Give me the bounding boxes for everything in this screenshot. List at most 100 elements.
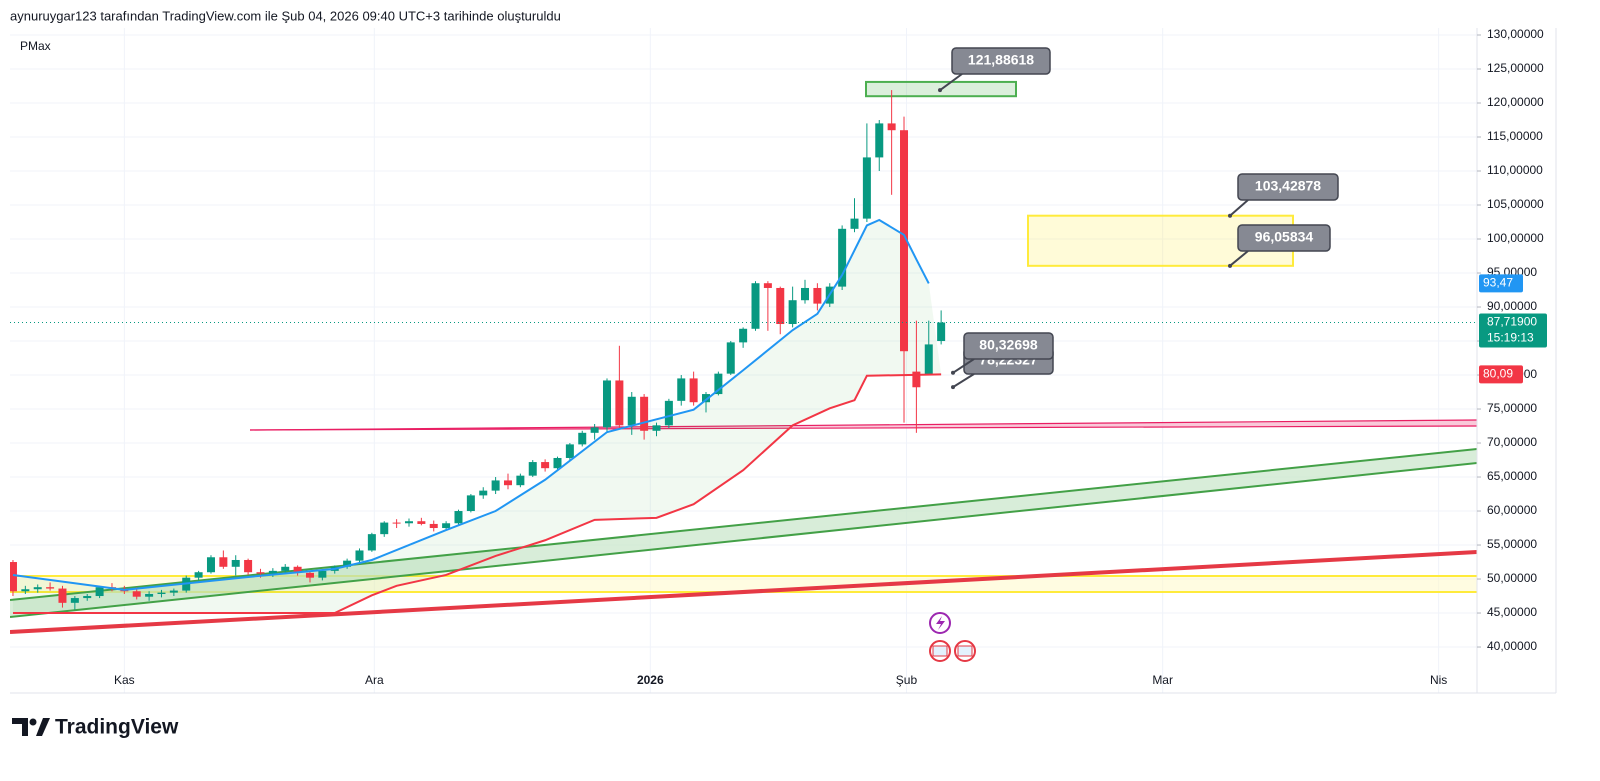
- candle-body: [244, 559, 253, 573]
- candle-body: [689, 378, 698, 403]
- price-tag: [1479, 274, 1523, 293]
- candle-body: [454, 511, 463, 524]
- callout-anchor: [1228, 263, 1232, 268]
- candle-body: [813, 287, 822, 304]
- y-tick-label: 40,00000: [1487, 639, 1537, 653]
- candle-body: [590, 427, 599, 433]
- candle-body: [788, 300, 797, 325]
- candle-body: [355, 550, 364, 561]
- y-tick-label: 125,00000: [1487, 61, 1544, 75]
- caption: aynuruygar123 tarafından TradingView.com…: [10, 8, 561, 23]
- candle-body: [219, 557, 228, 567]
- candle-body: [95, 587, 104, 597]
- callout-anchor: [1228, 213, 1232, 218]
- callout-anchor: [951, 385, 955, 390]
- indicator-line: [12, 218, 930, 591]
- candle-body: [256, 572, 265, 574]
- candle-body: [442, 523, 451, 529]
- callout-box: [951, 47, 1051, 75]
- candle-body: [578, 432, 587, 445]
- candle-body: [553, 457, 562, 469]
- y-tick-label: 60,00000: [1487, 503, 1537, 517]
- candle-body: [615, 380, 624, 426]
- callout-label: 103,42878: [1255, 178, 1321, 194]
- logo-mark: [29, 718, 37, 726]
- callout-label: 121,88618: [968, 52, 1034, 68]
- event-icons: [929, 612, 976, 662]
- y-tick-label: 55,00000: [1487, 537, 1537, 551]
- candle-body: [565, 444, 574, 458]
- indicator-line: [12, 373, 942, 615]
- axes: 40,00000 45,00000 50,00000 55,00000 60,00000…: [114, 27, 1547, 687]
- candle-body: [231, 559, 240, 567]
- logo-mark: [12, 718, 28, 736]
- y-tick-label: 50,00000: [1487, 571, 1537, 585]
- x-tick-label: Mar: [1152, 673, 1173, 687]
- y-tick-label: 120,00000: [1487, 95, 1544, 109]
- candle-body: [318, 570, 327, 578]
- candle-body: [83, 596, 92, 599]
- channel-fill: [10, 449, 1477, 617]
- callout-pointer: [939, 73, 963, 91]
- callout-anchor: [938, 88, 942, 93]
- countdown: 15:19:13: [1487, 331, 1534, 345]
- candle-body: [541, 462, 550, 469]
- callout-box: [1237, 224, 1331, 252]
- logo-text: TradingView: [55, 716, 179, 739]
- candle-body: [912, 371, 921, 388]
- candle-body: [763, 283, 772, 288]
- y-tick-label: 105,00000: [1487, 197, 1544, 211]
- y-tick-label: 90,00000: [1487, 299, 1537, 313]
- candle-body: [429, 523, 438, 529]
- price-tag: [1479, 313, 1547, 348]
- candle-body: [516, 475, 525, 486]
- candle-body: [652, 425, 661, 431]
- callout-pointer: [1229, 199, 1249, 217]
- candle-body: [417, 521, 426, 524]
- candle-body: [702, 394, 711, 403]
- candle-body: [491, 480, 500, 491]
- y-tick-label: 130,00000: [1487, 27, 1544, 41]
- candle-body: [367, 534, 376, 551]
- x-tick-label: Ara: [365, 673, 384, 687]
- candle-body: [10, 562, 17, 592]
- candle-body: [404, 521, 413, 524]
- candle-body: [21, 589, 30, 592]
- candle-body: [937, 322, 946, 342]
- candle-body: [714, 373, 723, 395]
- candle-body: [503, 480, 512, 486]
- candle-body: [850, 218, 859, 229]
- candle-body: [862, 157, 871, 219]
- indicator-name: PMax: [20, 39, 51, 53]
- y-tick-label: 110,00000: [1487, 163, 1543, 177]
- candle-body: [677, 378, 686, 401]
- candle-body: [664, 400, 673, 426]
- level-band: [10, 576, 1477, 592]
- event-glyph: [936, 616, 945, 630]
- y-tick-label: 65,00000: [1487, 469, 1537, 483]
- candle-body: [751, 283, 760, 329]
- logo-mark: [36, 718, 50, 736]
- candle-body: [528, 462, 537, 476]
- callout-box: [1237, 173, 1339, 201]
- candle-body: [466, 495, 475, 512]
- price-tag-label: 93,47: [1483, 276, 1513, 290]
- candle-body: [268, 570, 277, 574]
- price-tag: [1479, 365, 1523, 384]
- candle-body: [46, 587, 55, 589]
- callout-anchor: [951, 370, 955, 375]
- callout-box: [963, 332, 1054, 360]
- y-tick-label: 100,00000: [1487, 231, 1544, 245]
- candle-body: [157, 592, 166, 594]
- x-tick-label: 2026: [637, 673, 664, 687]
- candle-body: [343, 560, 352, 567]
- candle-body: [838, 228, 847, 287]
- band-line: [249, 419, 1477, 431]
- band-line: [249, 425, 1477, 431]
- trend-line: [10, 448, 1477, 601]
- callout-label: 80,32698: [979, 337, 1038, 353]
- candle-body: [281, 566, 290, 571]
- y-tick-label: 70,00000: [1487, 435, 1537, 449]
- drawings: [10, 419, 1477, 634]
